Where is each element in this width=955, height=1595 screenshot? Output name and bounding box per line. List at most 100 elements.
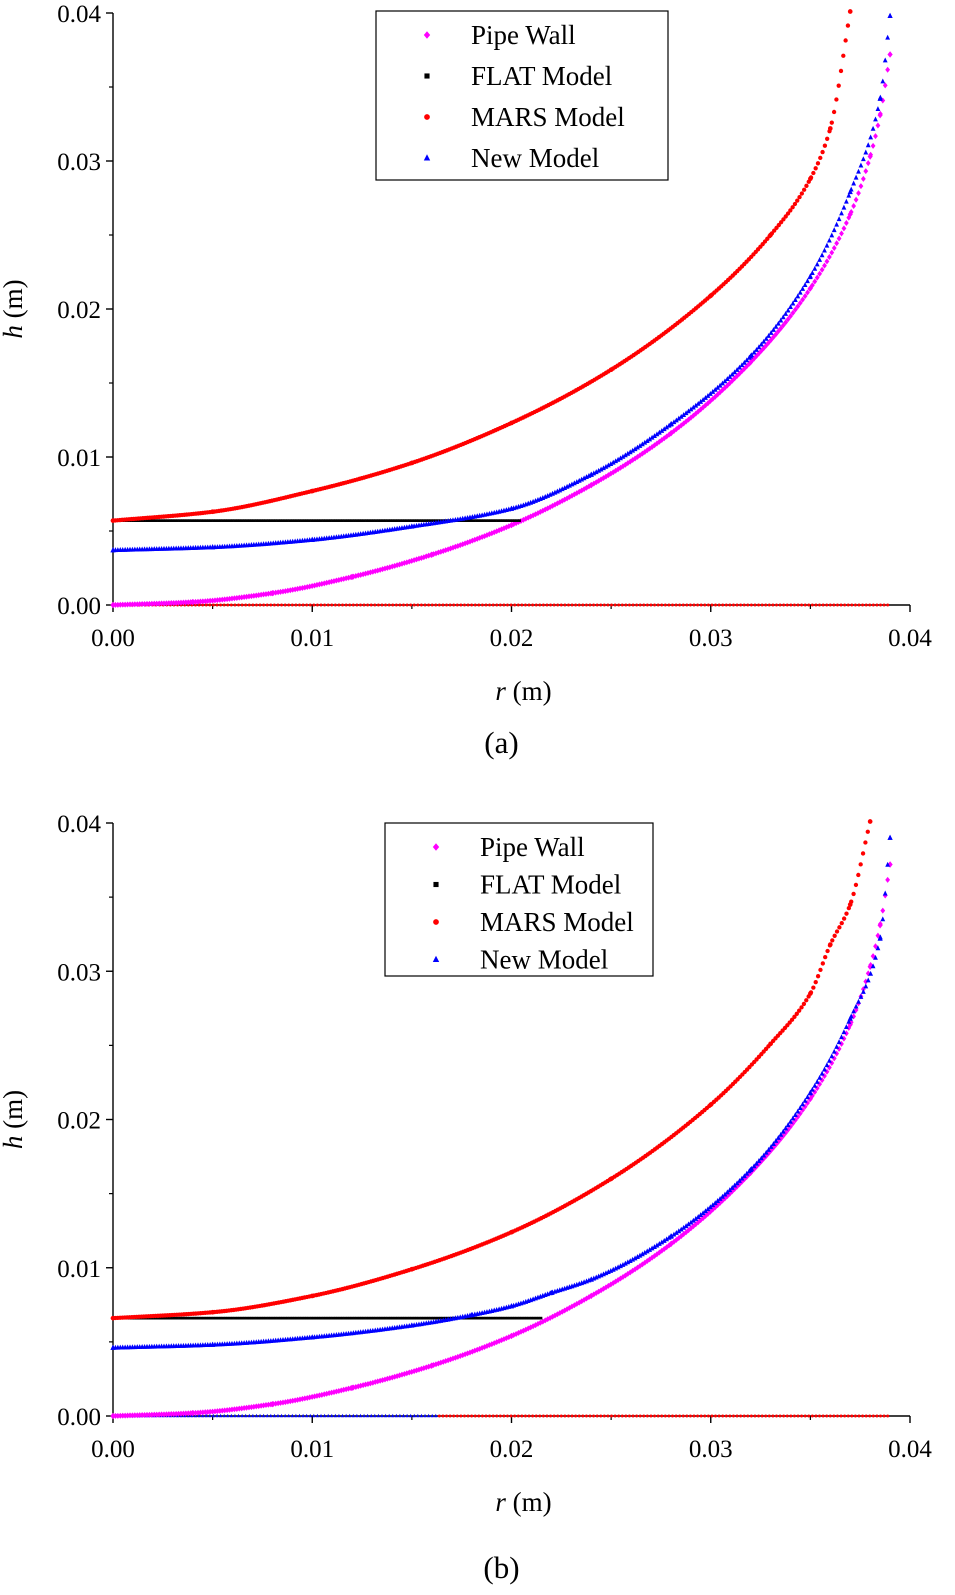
data-point bbox=[385, 564, 390, 571]
data-point bbox=[819, 252, 825, 258]
data-point bbox=[276, 519, 280, 522]
data-point bbox=[381, 519, 385, 522]
baseline-point bbox=[204, 603, 208, 607]
data-point bbox=[372, 1379, 378, 1386]
data-point bbox=[807, 273, 813, 279]
data-point bbox=[792, 1112, 798, 1117]
data-point bbox=[584, 474, 589, 480]
baseline-point bbox=[567, 603, 570, 607]
data-point bbox=[652, 1244, 657, 1249]
data-point bbox=[161, 1316, 165, 1320]
data-point bbox=[305, 1316, 309, 1320]
data-point bbox=[885, 66, 891, 73]
baseline-point bbox=[767, 1414, 771, 1418]
data-point bbox=[415, 1316, 419, 1320]
data-point bbox=[715, 1198, 721, 1203]
data-point bbox=[355, 519, 359, 522]
baseline-point bbox=[398, 603, 402, 607]
baseline-point bbox=[495, 603, 499, 607]
data-point bbox=[800, 285, 806, 291]
baseline-point bbox=[631, 1414, 635, 1418]
data-point bbox=[349, 573, 355, 581]
data-point bbox=[360, 519, 364, 522]
data-point bbox=[778, 1135, 784, 1142]
data-point bbox=[880, 78, 886, 84]
data-point bbox=[824, 242, 830, 248]
baseline-point bbox=[236, 1413, 241, 1418]
data-point bbox=[824, 1062, 830, 1068]
data-point bbox=[190, 519, 194, 522]
data-point bbox=[792, 201, 798, 207]
data-point bbox=[216, 1316, 220, 1320]
y-axis-title: h (m) bbox=[0, 279, 28, 338]
data-point bbox=[832, 933, 837, 938]
data-point bbox=[238, 1316, 242, 1320]
baseline-point bbox=[448, 1414, 452, 1418]
data-point bbox=[865, 829, 870, 834]
data-point bbox=[161, 519, 165, 522]
data-point bbox=[501, 1316, 505, 1320]
data-point bbox=[324, 519, 328, 522]
data-point bbox=[331, 1316, 335, 1320]
baseline-point bbox=[272, 603, 276, 607]
baseline-point bbox=[247, 1413, 251, 1418]
baseline-point bbox=[821, 603, 825, 607]
baseline-point bbox=[577, 1414, 581, 1418]
baseline-point bbox=[255, 603, 258, 607]
baseline-point bbox=[391, 1413, 395, 1418]
legend-marker bbox=[433, 881, 439, 888]
x-tick-label: 0.04 bbox=[888, 1436, 932, 1463]
data-point bbox=[314, 519, 318, 522]
data-point bbox=[591, 470, 597, 476]
data-point bbox=[656, 1241, 662, 1246]
baseline-point bbox=[649, 603, 653, 607]
baseline-point bbox=[746, 603, 750, 607]
data-point bbox=[632, 1255, 638, 1261]
baseline-point bbox=[807, 1414, 811, 1418]
data-point bbox=[388, 1316, 392, 1320]
data-point bbox=[455, 1353, 461, 1360]
data-point bbox=[319, 519, 323, 522]
data-point bbox=[681, 412, 687, 417]
data-point bbox=[795, 1108, 801, 1114]
data-point bbox=[173, 519, 177, 522]
data-point bbox=[698, 398, 704, 404]
baseline-point bbox=[237, 603, 240, 607]
data-point bbox=[748, 1166, 754, 1172]
data-point bbox=[355, 1316, 359, 1320]
legend-label: Pipe Wall bbox=[471, 20, 576, 50]
legend-label: FLAT Model bbox=[471, 61, 612, 91]
data-point bbox=[775, 1134, 781, 1140]
baseline-point bbox=[789, 1414, 793, 1418]
data-point bbox=[394, 1373, 400, 1380]
data-point bbox=[465, 519, 469, 522]
baseline-point bbox=[879, 1414, 882, 1418]
data-point bbox=[668, 1240, 674, 1248]
data-point bbox=[818, 155, 823, 161]
data-point bbox=[353, 1383, 359, 1390]
data-point bbox=[865, 160, 871, 167]
baseline-point bbox=[836, 603, 839, 607]
data-point bbox=[396, 519, 399, 522]
baseline-point bbox=[348, 603, 352, 607]
data-point bbox=[768, 1041, 773, 1047]
baseline-point bbox=[810, 1414, 814, 1418]
data-point bbox=[188, 1316, 191, 1320]
data-point bbox=[188, 519, 191, 522]
data-point bbox=[788, 1118, 793, 1124]
data-point bbox=[164, 519, 167, 522]
data-point bbox=[664, 424, 670, 430]
data-point bbox=[853, 174, 859, 180]
data-point bbox=[870, 125, 876, 131]
data-point bbox=[754, 1160, 759, 1166]
baseline-point bbox=[326, 1413, 330, 1418]
data-point bbox=[836, 216, 842, 222]
data-point bbox=[618, 1263, 623, 1269]
data-point bbox=[309, 488, 315, 494]
x-tick-label: 0.01 bbox=[290, 625, 334, 652]
baseline-point bbox=[789, 603, 793, 607]
baseline-point bbox=[818, 603, 821, 607]
data-point bbox=[247, 1316, 251, 1320]
baseline-point bbox=[427, 603, 431, 607]
baseline-point bbox=[384, 603, 388, 607]
